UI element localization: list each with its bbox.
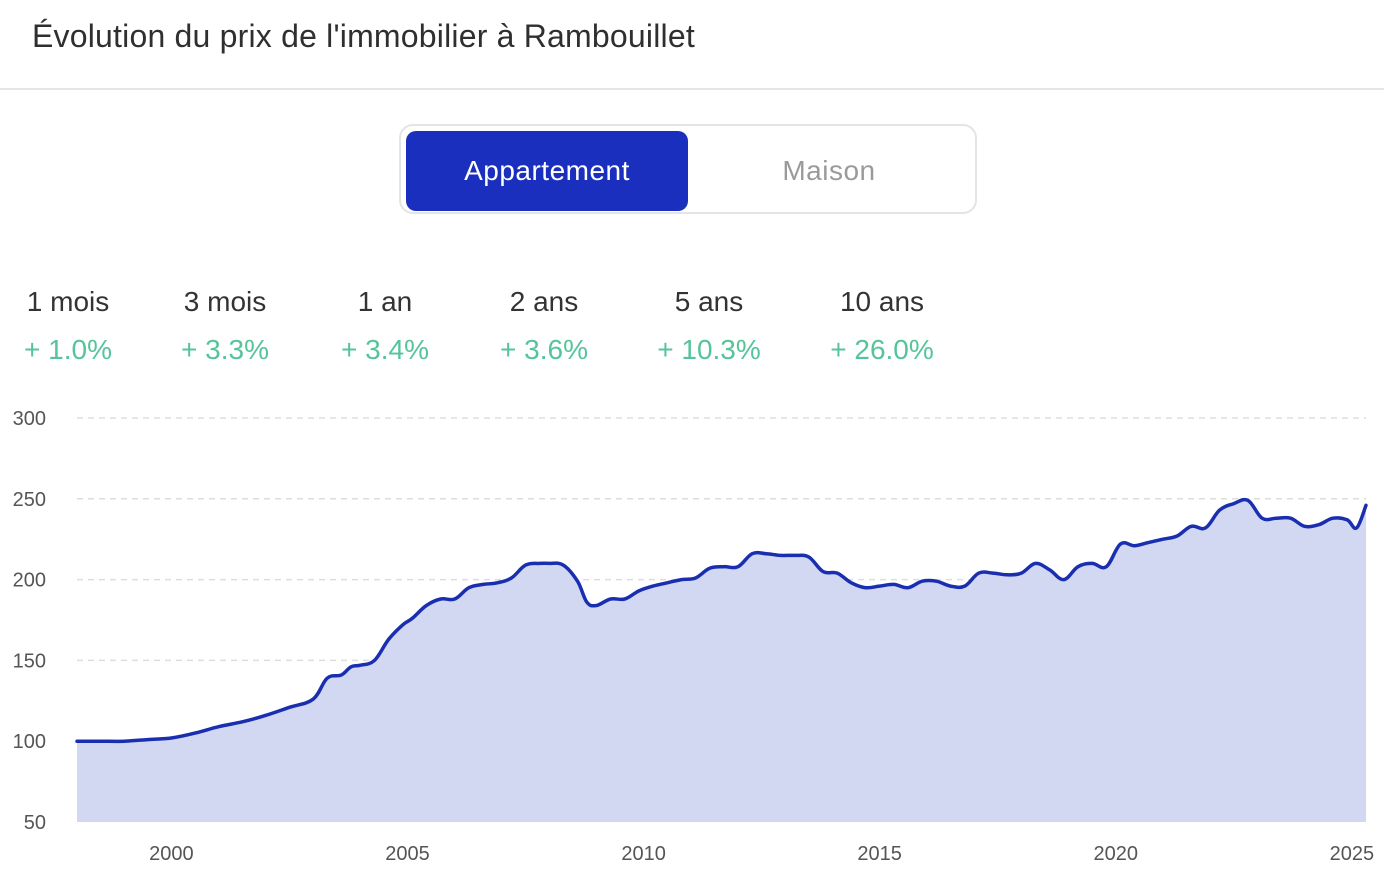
stat-period: 10 ans <box>839 286 925 317</box>
stat-3-mois: 3 mois + 3.3% <box>170 284 280 368</box>
page-title: Évolution du prix de l'immobilier à Ramb… <box>32 18 695 54</box>
stat-change: + 3.6% <box>500 334 588 365</box>
stat-change: + 1.0% <box>24 334 112 365</box>
y-tick-label: 150 <box>13 650 46 672</box>
stat-change: + 3.4% <box>341 334 429 365</box>
stat-change: + 10.3% <box>657 334 761 365</box>
property-type-toggle: Appartement Maison <box>399 124 977 214</box>
x-tick-label: 2010 <box>621 843 666 865</box>
stat-period: 1 mois <box>26 286 110 317</box>
x-tick-label: 2005 <box>385 843 430 865</box>
stat-5-ans: 5 ans + 10.3% <box>648 284 770 368</box>
y-tick-label: 50 <box>24 812 46 834</box>
x-tick-label: 2000 <box>149 843 194 865</box>
y-axis-ticks: 50 100 150 200 250 300 <box>13 408 46 834</box>
x-axis-ticks: 2000 2005 2010 2015 2020 2025 <box>149 843 1374 865</box>
y-tick-label: 300 <box>13 408 46 430</box>
stat-period: 3 mois <box>183 286 267 317</box>
stat-period: 5 ans <box>674 286 744 317</box>
y-tick-label: 200 <box>13 570 46 592</box>
price-change-stats: 1 mois + 1.0% 3 mois + 3.3% 1 an + 3.4% … <box>0 284 1000 374</box>
stat-period: 1 an <box>357 286 413 317</box>
page-header: Évolution du prix de l'immobilier à Ramb… <box>0 0 1384 90</box>
x-tick-label: 2020 <box>1094 843 1139 865</box>
y-tick-label: 100 <box>13 731 46 753</box>
price-area-layer <box>75 497 1368 822</box>
toggle-maison-button[interactable]: Maison <box>782 155 876 186</box>
x-tick-label: 2015 <box>857 843 902 865</box>
stat-change: + 3.3% <box>181 334 269 365</box>
price-line <box>75 497 1368 744</box>
y-tick-label: 250 <box>13 489 46 511</box>
price-area <box>77 499 1366 822</box>
stat-period: 2 ans <box>509 286 579 317</box>
price-chart: 50 100 150 200 250 300 2000 2005 2010 2015 2020 20… <box>0 390 1384 880</box>
stat-change: + 26.0% <box>830 334 934 365</box>
stat-1-mois: 1 mois + 1.0% <box>18 284 118 368</box>
toggle-appartement-button[interactable]: Appartement <box>406 131 688 211</box>
stat-10-ans: 10 ans + 26.0% <box>818 284 946 368</box>
stat-1-an: 1 an + 3.4% <box>330 284 440 368</box>
stat-2-ans: 2 ans + 3.6% <box>489 284 599 368</box>
x-tick-label: 2025 <box>1330 843 1375 865</box>
